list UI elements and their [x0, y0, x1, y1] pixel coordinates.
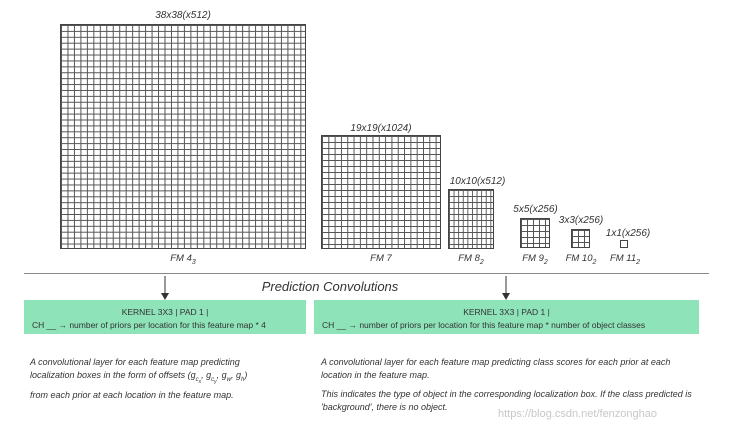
- fm8-grid: [448, 189, 494, 249]
- divider-line: [24, 273, 709, 274]
- right-arrow-head: [502, 293, 510, 300]
- left-arrow-head: [161, 293, 169, 300]
- fm8-size-label: 10x10(x512): [449, 176, 506, 187]
- fm11-label: FM 112: [609, 253, 641, 266]
- watermark-text: https://blog.csdn.net/fenzonghao: [498, 408, 658, 420]
- fm9-grid: [520, 218, 550, 248]
- class-kernel-box: KERNEL 3X3 | PAD 1 | CH __ → number of p…: [314, 300, 699, 334]
- localization-desc-line3: from each prior at each location in the …: [30, 389, 234, 400]
- fm7-label: FM 7: [370, 253, 392, 264]
- fm4-size-label: 38x38(x512): [155, 10, 211, 21]
- fm7-grid: [321, 135, 441, 249]
- offset-g-h: g: [236, 370, 242, 380]
- fm9-size-label: 5x5(x256): [513, 204, 558, 215]
- class-desc-para2: This indicates the type of object in the…: [321, 389, 692, 412]
- class-kernel-line2: CH __ → number of priors per location fo…: [322, 320, 646, 330]
- fm10-size-label: 3x3(x256): [558, 215, 604, 226]
- localization-kernel-box: KERNEL 3X3 | PAD 1 | CH __ → number of p…: [24, 300, 306, 334]
- localization-kernel-line2: CH __ → number of priors per location fo…: [32, 320, 266, 330]
- offset-g-cx: g: [190, 370, 196, 380]
- fm4-grid: [60, 24, 306, 249]
- offset-g-cy: g: [206, 370, 212, 380]
- fm11-size-label: 1x1(x256): [605, 228, 651, 239]
- fm10-label: FM 102: [565, 253, 597, 266]
- class-kernel-line1: KERNEL 3X3 | PAD 1 |: [463, 307, 550, 317]
- fm7-size-label: 19x19(x1024): [350, 123, 412, 134]
- localization-description: A convolutional layer for each feature m…: [30, 356, 310, 402]
- class-desc-para1: A convolutional layer for each feature m…: [321, 357, 671, 380]
- offset-g-w: g: [221, 370, 227, 380]
- fm8-label: FM 82: [458, 253, 484, 266]
- fm4-label: FM 43: [170, 253, 196, 266]
- class-description: A convolutional layer for each feature m…: [321, 356, 701, 420]
- fm10-grid: [571, 229, 590, 248]
- section-title: Prediction Convolutions: [261, 279, 399, 294]
- fm9-label: FM 92: [522, 253, 548, 266]
- localization-desc-line1: A convolutional layer for each feature m…: [30, 357, 240, 367]
- localization-kernel-line1: KERNEL 3X3 | PAD 1 |: [121, 307, 209, 317]
- localization-desc-line2: localization boxes in the form of offset…: [30, 370, 248, 385]
- fm11-grid: [620, 240, 628, 248]
